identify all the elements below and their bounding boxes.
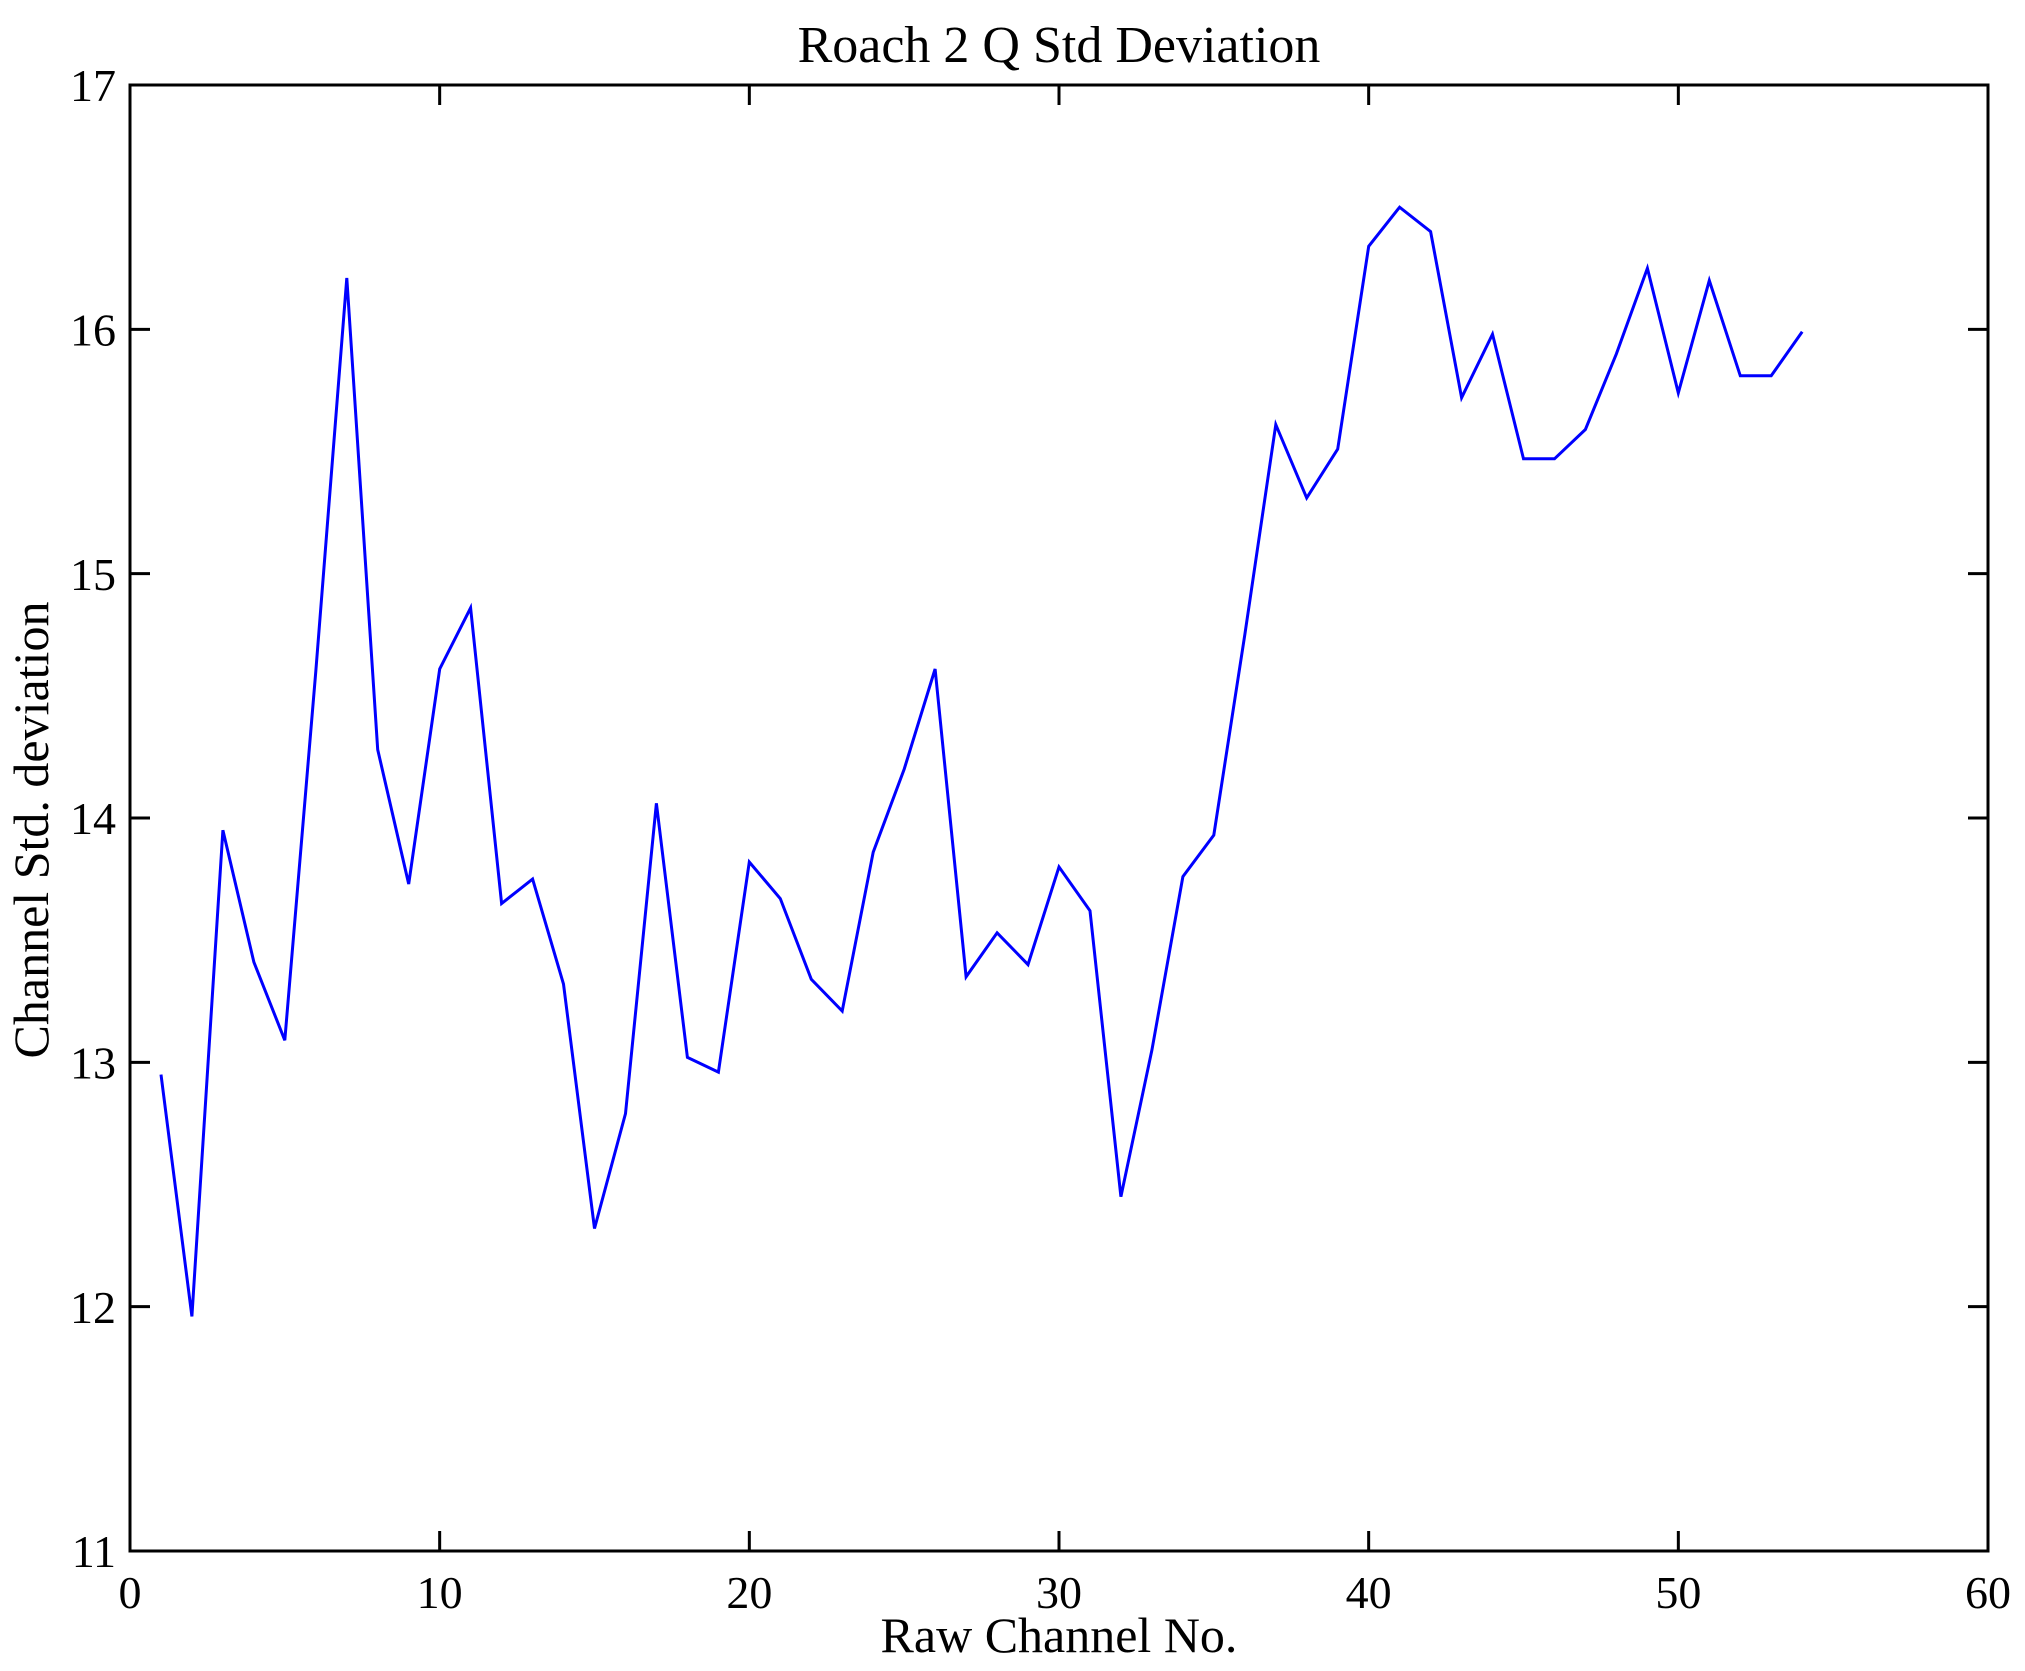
y-tick-label: 12 [70,1282,116,1333]
x-tick-label: 30 [1036,1567,1082,1618]
x-tick-label: 60 [1965,1567,2011,1618]
y-tick-label: 16 [70,304,116,355]
x-tick-label: 20 [726,1567,772,1618]
y-tick-label: 11 [72,1526,116,1577]
x-axis-label: Raw Channel No. [881,1607,1238,1663]
y-tick-label: 15 [70,549,116,600]
y-tick-label: 17 [70,60,116,111]
y-tick-labels: 11 12 13 14 15 16 17 [70,60,116,1577]
x-tick-labels: 0 10 20 30 40 50 60 [119,1567,2012,1618]
y-tick-label: 13 [70,1037,116,1088]
x-tick-label: 10 [417,1567,463,1618]
data-line [159,205,1804,1317]
y-tick-label: 14 [70,793,116,844]
y-axis-label: Channel Std. deviation [3,602,59,1059]
plot-background [130,85,1988,1551]
x-tick-label: 0 [119,1567,142,1618]
x-tick-label: 50 [1655,1567,1701,1618]
chart-title: Roach 2 Q Std Deviation [798,17,1321,74]
axes-box [128,83,1990,1553]
x-tick-label: 40 [1346,1567,1392,1618]
